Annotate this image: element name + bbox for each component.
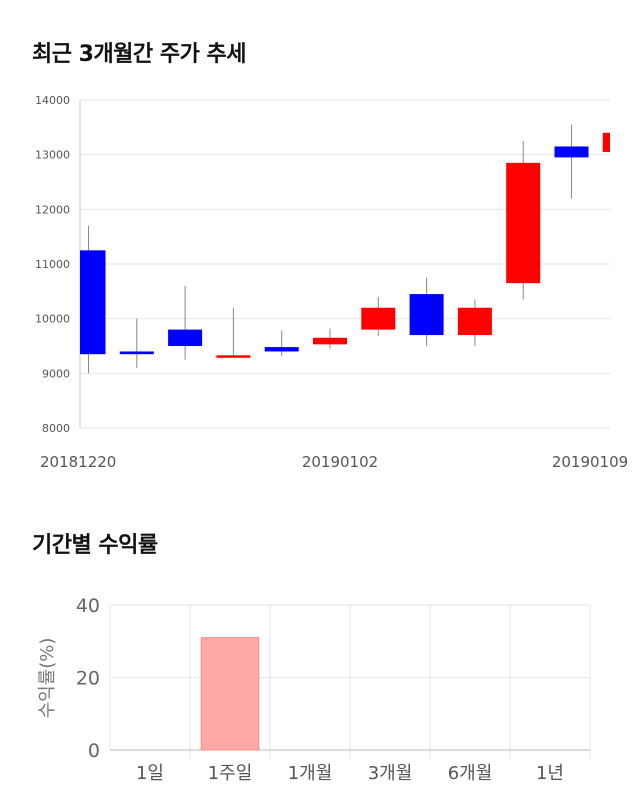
- candle-body: [361, 307, 396, 330]
- category-label: 3개월: [368, 763, 413, 784]
- y-tick-label: 13000: [35, 149, 70, 162]
- category-label: 1년: [536, 763, 564, 784]
- y-tick-label: 0: [88, 740, 100, 762]
- candle-body: [80, 250, 106, 355]
- y-tick-label: 12000: [35, 203, 70, 216]
- category-label: 6개월: [448, 763, 493, 784]
- candlestick-chart: 8000 9000 10000 11000 12000 13000 14000 2018122…: [35, 94, 628, 471]
- category-label: 1개월: [288, 763, 333, 784]
- y-axis-label: 수익률(%): [37, 638, 58, 719]
- y-tick-label: 20: [76, 668, 100, 690]
- candle-body: [506, 162, 541, 284]
- y-tick-label: 40: [76, 595, 100, 617]
- candle-body: [264, 347, 299, 352]
- y-tick-label: 8000: [42, 422, 70, 435]
- candles-group: [80, 124, 610, 374]
- x-tick-label: 20190102: [302, 453, 378, 471]
- candle-body: [554, 146, 589, 158]
- y-tick-label: 9000: [42, 367, 70, 380]
- trend-chart-title: 최근 3개월간 주가 추세: [32, 42, 246, 67]
- category-label: 1주일: [208, 763, 253, 784]
- returns-chart-title: 기간별 수익률: [32, 533, 158, 558]
- candle-body: [168, 329, 203, 346]
- y-tick-label: 14000: [35, 94, 70, 107]
- candle-body: [313, 337, 347, 345]
- x-tick-label: 20190109: [552, 453, 628, 471]
- y-tick-label: 11000: [35, 258, 70, 271]
- candle-body: [457, 307, 492, 336]
- candle-body: [409, 294, 444, 336]
- y-tick-label: 10000: [35, 313, 70, 326]
- candle-body: [216, 355, 251, 358]
- category-label: 1일: [136, 763, 164, 784]
- bar: [200, 637, 260, 751]
- x-tick-label: 20181220: [40, 453, 116, 471]
- candle-body: [119, 351, 154, 355]
- candle-body: [602, 132, 610, 152]
